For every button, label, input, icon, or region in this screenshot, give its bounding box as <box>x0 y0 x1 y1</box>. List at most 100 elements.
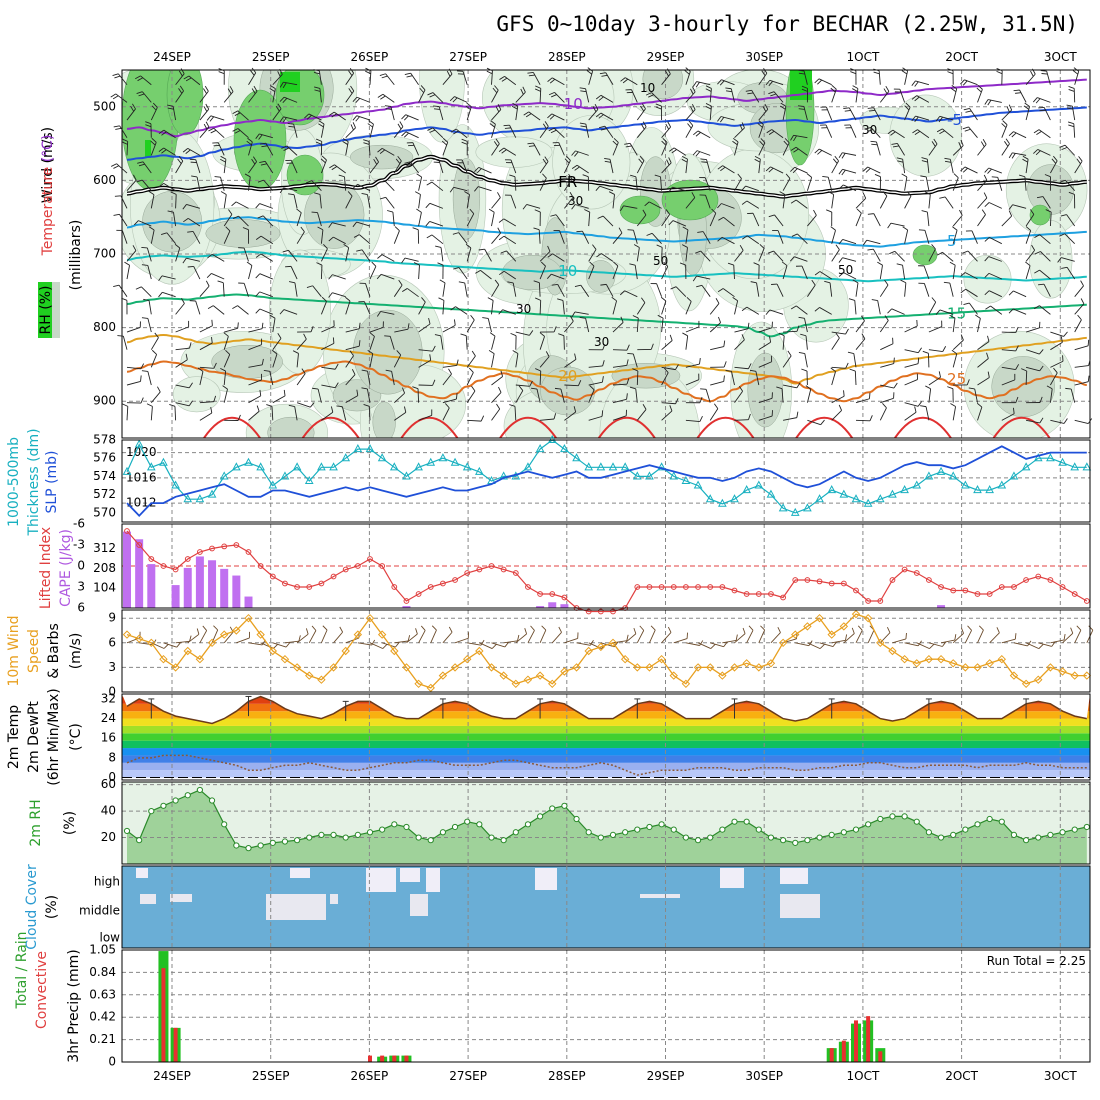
li-line <box>126 530 1088 613</box>
upper-air-barb-16-542-flag-0 <box>318 120 325 125</box>
wind10m-barb-20 <box>369 642 383 649</box>
precip-conv-22 <box>392 1055 397 1062</box>
upper-air-barb-40-494-flag-0 <box>595 94 602 100</box>
upper-air-barb-54-614 <box>782 178 791 191</box>
upper-air-barb-24-758 <box>407 288 419 298</box>
upper-air-barb-6-878 <box>199 371 204 386</box>
upper-air-barb-48-686 <box>702 231 711 244</box>
upper-air-barb-20-566-flag-0 <box>363 139 370 142</box>
upper-air-barb-72-470-flag-1 <box>996 70 1003 75</box>
upper-air-barb-68-758 <box>949 282 954 297</box>
upper-air-barb-2-614-flag-0 <box>136 179 143 183</box>
upper-air-barb-2-926-flag-0 <box>146 403 153 407</box>
upper-air-barb-46-734-flag-0 <box>679 262 686 266</box>
wind10m-point-4 <box>171 663 180 672</box>
rh-shade-wet-1 <box>790 70 812 100</box>
upper-air-barb-26-518 <box>438 106 444 121</box>
upper-air-barb-50-806-flag-0 <box>747 322 750 329</box>
upper-air-barb-2-854 <box>150 354 158 368</box>
upper-air-barb-12-566 <box>265 142 274 156</box>
upper-air-barb-66-470-flag-1 <box>914 81 919 87</box>
upper-air-barb-0-470 <box>117 73 128 86</box>
upper-air-barb-34-590 <box>539 161 549 174</box>
wind10m-barb-76 <box>1050 639 1065 644</box>
cape-bar-4 <box>171 585 180 608</box>
thickness-point-60 <box>851 494 861 503</box>
upper-air-barb-68-518 <box>939 115 954 121</box>
upper-air-barb-14-902 <box>296 402 311 408</box>
upper-air-barb-56-518 <box>803 106 808 121</box>
wind10m-barb-11 <box>260 642 274 649</box>
upper-air-barb-66-710 <box>928 248 936 262</box>
upper-air-barb-72-830 <box>1001 349 1016 352</box>
upper-air-barb-22-494-flag-1 <box>380 95 386 100</box>
upper-air-barb-62-830 <box>880 343 894 351</box>
rh-point-44 <box>658 821 665 828</box>
wind10m-barb-79-flag-0 <box>1088 625 1094 631</box>
isotherm-freezing-inner <box>126 156 1087 198</box>
thickness-point-55 <box>790 507 800 516</box>
upper-air-barb-16-494-flag-1 <box>314 89 321 92</box>
upper-air-barb-54-566-flag-1 <box>783 140 789 146</box>
upper-air-barb-40-470-flag-1 <box>601 74 608 77</box>
upper-air-barb-54-710 <box>773 250 784 262</box>
upper-air-barb-4-710 <box>175 247 181 262</box>
upper-air-barb-50-494 <box>730 88 735 103</box>
rh-point-24 <box>415 834 422 841</box>
upper-air-barb-42-854 <box>632 353 638 368</box>
upper-air-barb-8-494 <box>223 91 234 103</box>
upper-air-barb-78-518-flag-0 <box>1066 104 1073 107</box>
thickness-point-4 <box>171 480 180 489</box>
upper-air-barb-54-926-flag-0 <box>796 411 799 418</box>
wind10m-barb-13-flag-0 <box>298 635 301 642</box>
wind10m-barb-40-flag-0 <box>626 634 629 641</box>
upper-air-barb-38-470 <box>588 71 594 85</box>
upper-air-barb-44-782-flag-0 <box>660 296 667 302</box>
thickness-point-21 <box>377 453 387 462</box>
upper-air-barb-60-686 <box>842 239 857 245</box>
upper-air-barb-12-470-flag-1 <box>277 71 281 77</box>
li-point-60 <box>853 587 859 594</box>
li-point-9 <box>233 542 240 548</box>
wind10m-point-1 <box>134 634 144 643</box>
upper-air-barb-10-542-flag-1 <box>234 130 241 134</box>
upper-air-barb-72-614 <box>997 177 1003 191</box>
upper-air-barb-4-590 <box>175 160 184 174</box>
upper-air-barb-24-542-flag-0 <box>401 131 407 137</box>
upper-air-barb-4-470-flag-1 <box>178 70 183 77</box>
upper-air-barb-14-926 <box>294 406 298 421</box>
upper-air-barb-76-806-flag-0 <box>1063 331 1068 337</box>
upper-air-barb-70-590-flag-0 <box>960 166 966 172</box>
rh-point-15 <box>306 834 313 841</box>
upper-air-barb-74-758 <box>1013 290 1027 298</box>
li-point-17 <box>330 573 337 580</box>
upper-air-barb-24-518-flag-1 <box>403 115 409 121</box>
upper-air-barb-28-806-flag-0 <box>470 314 475 321</box>
label-millibars-part-0: (millibars) <box>68 220 84 291</box>
upper-air-barb-42-566 <box>629 143 638 156</box>
upper-air-barb-70-806-flag-0 <box>975 314 981 319</box>
wind10m-barb-17 <box>333 631 343 644</box>
upper-air-barb-16-590 <box>320 159 327 174</box>
upper-air-barb-58-878 <box>831 371 836 386</box>
upper-air-barb-28-518 <box>466 106 472 121</box>
upper-air-barb-22-494-flag-0 <box>377 93 384 98</box>
thickness-point-9 <box>232 462 241 471</box>
date-label-bottom-2: 26SEP <box>351 1069 389 1083</box>
upper-air-barb-36-470-flag-1 <box>549 78 556 84</box>
li-point-8 <box>221 543 228 550</box>
thk-ytick-0: 570 <box>93 505 116 519</box>
rh-contour-label-5: 50 <box>653 254 668 268</box>
upper-air-barb-14-782 <box>283 309 298 315</box>
date-label-top-4: 28SEP <box>548 50 586 64</box>
rh-point-51 <box>743 818 750 825</box>
upper-air-barb-60-542 <box>849 124 857 138</box>
upper-air-barb-70-854-flag-0 <box>986 352 989 359</box>
upper-air-barb-28-494-flag-0 <box>449 96 455 102</box>
rh-point-66 <box>925 829 933 836</box>
cloud-mid-3 <box>780 894 820 918</box>
rh-point-52 <box>755 826 762 833</box>
upper-air-barb-68-926 <box>952 406 957 421</box>
wind10m-barb-78-flag-0 <box>1076 625 1082 631</box>
upper-air-barb-72-854 <box>1001 366 1016 370</box>
